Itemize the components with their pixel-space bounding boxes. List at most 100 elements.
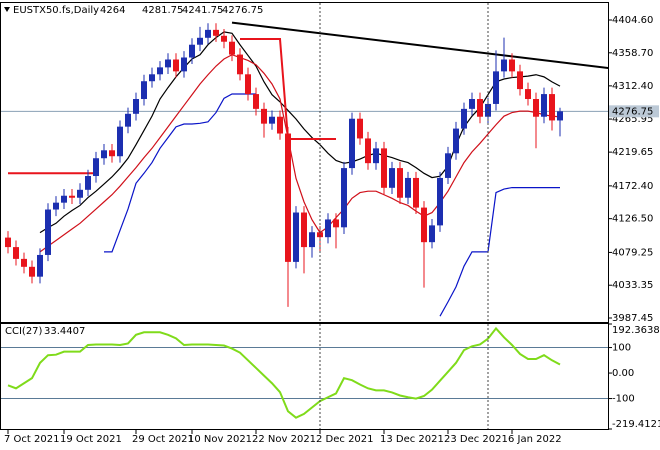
candle-body — [421, 207, 427, 243]
y-tick-label: 4265.95 — [612, 114, 653, 125]
y-tick-label: 4172.40 — [612, 181, 653, 192]
candle-body — [197, 37, 203, 45]
cci-value: 33.4407 — [44, 326, 85, 337]
candle-body — [485, 103, 491, 117]
x-tick-label: 13 Dec 2021 — [380, 434, 444, 445]
candle-body — [85, 176, 91, 190]
candle-body — [453, 128, 459, 154]
candle-body — [237, 54, 243, 75]
indicator-line — [104, 93, 560, 317]
candle-body — [389, 168, 395, 188]
candle-body — [301, 212, 307, 248]
candle-body — [501, 59, 507, 72]
candle-body — [333, 219, 339, 228]
candle-body — [37, 254, 43, 277]
cci-label: CCI(27) — [5, 326, 43, 337]
y2-tick-label: -219.4121 — [612, 419, 660, 430]
candle-body — [357, 118, 363, 139]
y-tick-label: 4126.50 — [612, 214, 653, 225]
candle-body — [381, 148, 387, 188]
candle-body — [397, 168, 403, 198]
candle-body — [253, 94, 259, 109]
x-tick-label: 6 Jan 2022 — [508, 434, 562, 445]
candle-body — [533, 99, 539, 117]
candle-body — [77, 189, 83, 198]
candle-body — [445, 153, 451, 178]
candle-body — [213, 29, 219, 36]
candle-body — [181, 57, 187, 72]
y-tick-label: 4219.65 — [612, 147, 653, 158]
x-tick-label: 19 Oct 2021 — [60, 434, 122, 445]
candle-body — [133, 99, 139, 114]
candle-body — [45, 209, 51, 255]
candle-body — [317, 232, 323, 238]
candle-body — [461, 108, 467, 129]
candle-body — [149, 74, 155, 82]
candle-body — [261, 108, 267, 124]
candle-body — [365, 138, 371, 164]
candle-body — [493, 71, 499, 104]
candle-body — [141, 81, 147, 100]
candle-body — [525, 89, 531, 100]
candle-body — [277, 116, 283, 134]
candle-body — [469, 99, 475, 109]
price-tag — [609, 105, 659, 118]
y-tick-label: 4079.25 — [612, 247, 653, 258]
indicator-line — [39, 31, 561, 234]
candle-body — [205, 29, 211, 38]
candle-body — [293, 212, 299, 262]
candle-body — [29, 266, 35, 277]
candle-body — [541, 94, 547, 117]
candle-body — [189, 44, 195, 58]
candle-body — [125, 113, 131, 127]
candle-body — [341, 168, 347, 228]
header-open: 4264 — [100, 5, 125, 16]
x-tick-label: 2 Dec 2021 — [316, 434, 374, 445]
cci-line — [7, 326, 561, 419]
indicator-line — [39, 54, 561, 253]
candle-body — [61, 195, 67, 203]
chart-title: EUSTX50.fs,Daily — [13, 5, 99, 16]
price-tag-label: 4276.75 — [612, 106, 653, 117]
candle-body — [53, 202, 59, 210]
y-tick-label: 4033.35 — [612, 280, 653, 291]
candle-body — [437, 177, 443, 226]
candle-body — [5, 237, 11, 248]
y-tick-label: 4312.40 — [612, 81, 653, 92]
candle-body — [349, 118, 355, 169]
candle-body — [517, 71, 523, 90]
candle-body — [557, 111, 563, 121]
candle-body — [309, 232, 315, 248]
cci-plot — [1, 326, 608, 419]
main-panel-frame — [0, 2, 609, 323]
candle-body — [109, 150, 115, 157]
header-low: 4241.75 — [182, 5, 223, 16]
x-tick-label: 10 Nov 2021 — [188, 434, 252, 445]
candle-body — [173, 59, 179, 72]
candle-body — [117, 126, 123, 157]
x-tick-label: 29 Oct 2021 — [132, 434, 194, 445]
x-tick-label: 22 Nov 2021 — [252, 434, 316, 445]
candle-body — [405, 177, 411, 198]
cci-panel-frame — [0, 323, 609, 430]
y-tick-label: 4404.60 — [612, 15, 653, 26]
candle-body — [549, 94, 555, 121]
y2-tick-label: 100 — [612, 343, 631, 354]
candle-body — [245, 74, 251, 95]
candle-body — [429, 225, 435, 243]
header-close: 4276.75 — [222, 5, 263, 16]
candle-body — [101, 150, 107, 159]
candle-body — [509, 59, 515, 72]
candle-body — [69, 195, 75, 198]
candle-body — [413, 177, 419, 208]
header-high: 4281.75 — [142, 5, 183, 16]
candle-body — [157, 67, 163, 75]
candle-body — [477, 99, 483, 117]
candle-body — [165, 59, 171, 68]
candle-body — [21, 258, 27, 267]
candle-body — [373, 148, 379, 164]
candle-body — [221, 35, 227, 42]
candle-body — [285, 133, 291, 262]
y2-tick-label: -100 — [612, 394, 635, 405]
